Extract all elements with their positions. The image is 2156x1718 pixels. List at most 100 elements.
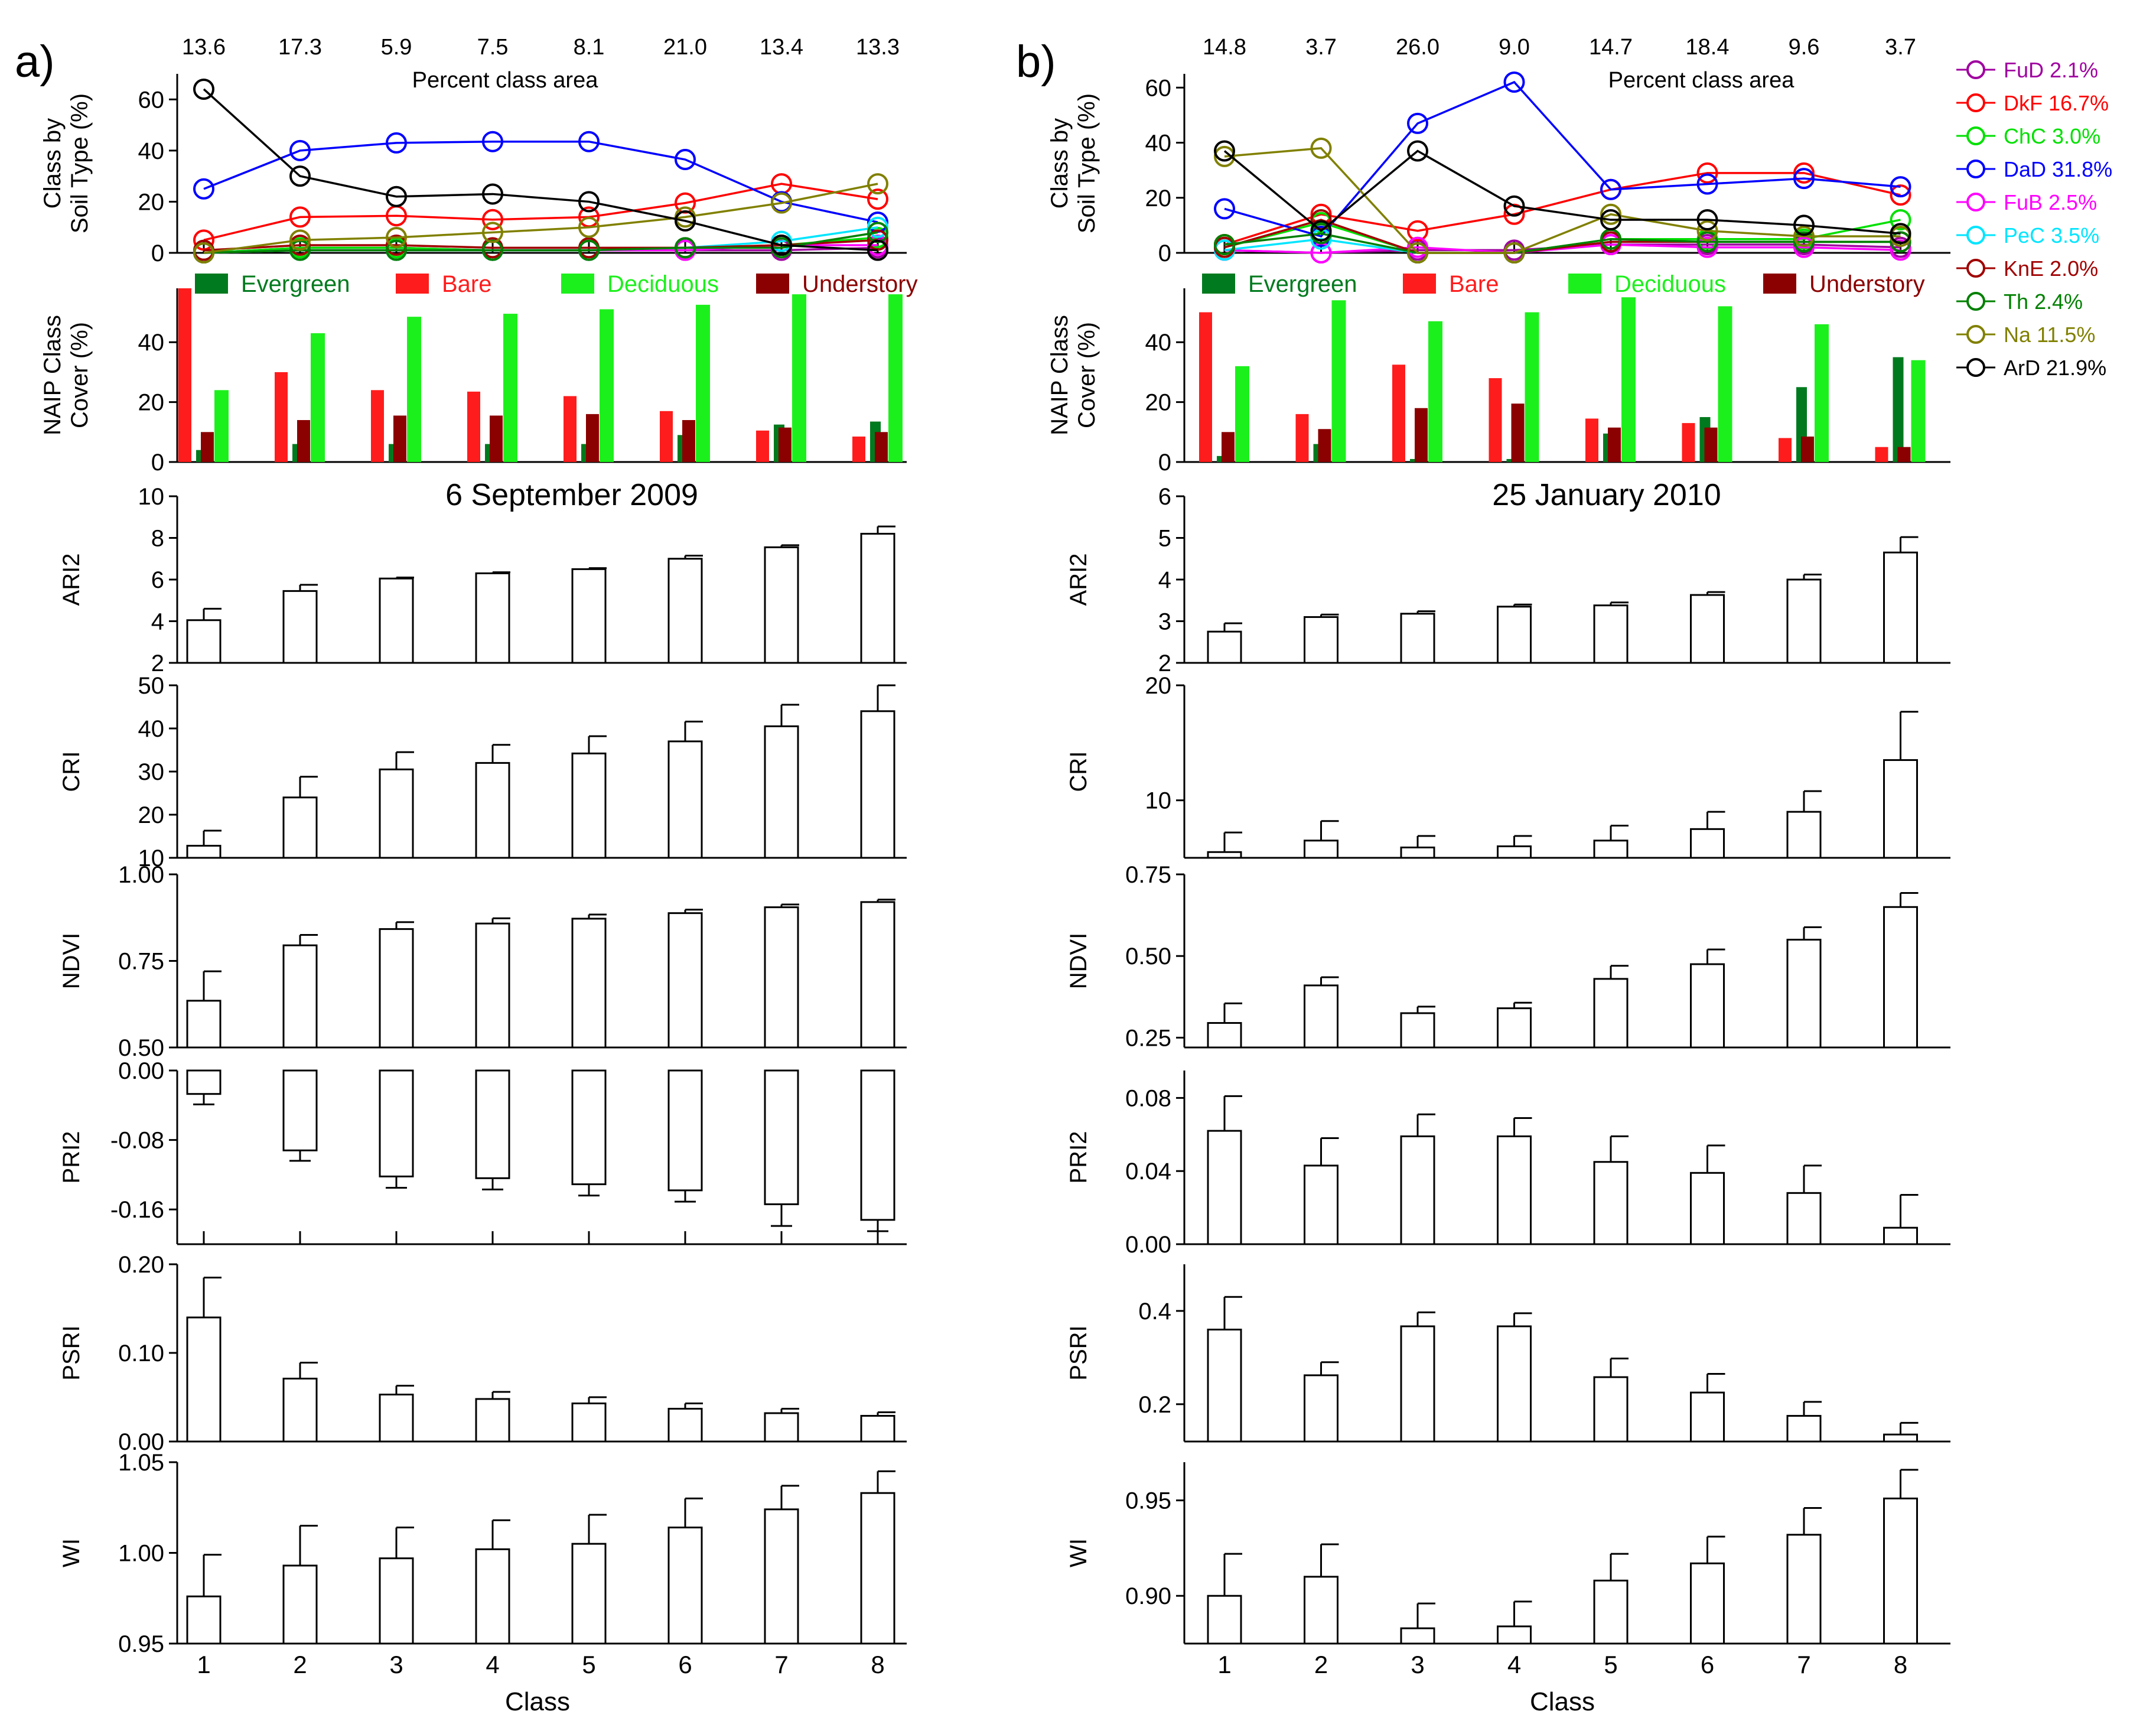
p0-soil-point-ard — [867, 239, 888, 261]
p0-cover-bar-deciduous — [311, 333, 325, 462]
panel-a-xlabel: Class — [505, 1687, 570, 1716]
p1-soil-point-na — [1793, 226, 1815, 248]
p1-wi-bar — [1786, 1534, 1822, 1645]
p1-cover-y-tick-label: 0 — [1158, 450, 1171, 476]
p0-soil-line-th — [203, 231, 878, 254]
p0-ari2-bar — [667, 558, 703, 664]
p1-soil-point-th — [1600, 228, 1621, 250]
panel-a: a) Percent class area 6 September 2009 C… — [15, 37, 698, 1716]
p0-cover-bar-bare — [756, 430, 769, 462]
p0-soil-point-dad — [578, 131, 600, 152]
p1-ari2-y-tick-label: 6 — [1158, 484, 1171, 510]
panel-b-letter: b) — [1016, 37, 1056, 87]
p0-cri-bar — [186, 845, 222, 859]
p0-ari2-y-tick-label: 2 — [151, 650, 164, 676]
p0-cri-bar — [282, 796, 318, 859]
p1-soil-point-dad — [1793, 168, 1815, 190]
p0-soil-y-label: Class bySoil Type (%) — [40, 93, 93, 233]
p0-class-tick-label: 5 — [582, 1651, 595, 1678]
p0-pri2-y-label: PRI2 — [58, 1131, 84, 1184]
p1-ndvi-bar — [1690, 963, 1725, 1049]
p0-pri2-bar — [379, 1069, 414, 1177]
p1-ari2-y-label-line: ARI2 — [1066, 554, 1092, 606]
p1-ari2-bar — [1497, 606, 1532, 664]
soil-legend-marker — [1966, 160, 1985, 178]
p0-cover-legend-label-bare: Bare — [442, 271, 492, 297]
p0-soil-point-th — [578, 239, 600, 261]
p1-class-tick-label: 4 — [1507, 1651, 1521, 1678]
p1-wi-bar — [1883, 1497, 1918, 1645]
p0-ari2-bar — [571, 568, 607, 664]
p0-wi-y-tick-label: 1.00 — [118, 1541, 164, 1567]
p1-cover-y-label: NAIP ClassCover (%) — [1047, 315, 1100, 435]
p0-psri-bar — [764, 1412, 799, 1443]
p0-soil-y-tick-label: 40 — [138, 138, 165, 164]
p0-pri2-y-tick-label: 0.00 — [118, 1058, 164, 1084]
p0-soil-point-dkf — [482, 209, 503, 230]
p0-cover-bar-bare — [852, 436, 865, 462]
p0-pri2-bar — [282, 1069, 318, 1151]
p1-soil-point-ard — [1214, 140, 1235, 162]
soil-legend-label: DkF 16.7% — [2004, 91, 2109, 115]
p1-cover-legend-swatch-evergreen — [1202, 274, 1235, 294]
p0-ndvi-bar — [186, 1000, 222, 1049]
p1-ndvi-y-label: NDVI — [1066, 933, 1092, 990]
p1-cover-legend-label-understory: Understory — [1809, 271, 1925, 297]
p1-psri-bar — [1400, 1325, 1435, 1443]
p1-cover-bar-understory — [1222, 432, 1235, 462]
p0-cover-legend-swatch-bare — [396, 274, 429, 294]
p1-soil-line-fub — [1224, 243, 1901, 254]
p1-soil-point-th — [1793, 231, 1815, 253]
soil-legend-marker — [1966, 292, 1985, 311]
p1-pct-area-value: 14.8 — [1203, 35, 1246, 60]
p1-pri2-y-label: PRI2 — [1066, 1131, 1092, 1184]
p0-soil-point-kne — [386, 235, 407, 256]
p0-pct-area-value: 13.3 — [856, 35, 900, 60]
p1-ndvi-y-tick-label: 0.25 — [1125, 1025, 1171, 1051]
p0-soil-point-na — [578, 216, 600, 238]
p0-ndvi-bar — [571, 917, 607, 1049]
soil-legend-marker — [1966, 358, 1985, 377]
p0-class-tick-label: 4 — [486, 1651, 499, 1678]
p1-wi-bar — [1593, 1579, 1629, 1645]
panel-a-date: 6 September 2009 — [445, 478, 698, 512]
p1-pct-area-value: 14.7 — [1589, 35, 1633, 60]
p1-cri-bar — [1883, 759, 1918, 859]
p0-cover-bar-bare — [660, 411, 673, 462]
panel-a-letter: a) — [15, 37, 55, 87]
p1-cover-bar-bare — [1199, 312, 1212, 462]
p0-cri-y-label-line: CRI — [58, 751, 84, 792]
p0-soil-point-ard — [675, 210, 696, 232]
p0-soil-point-dad — [386, 132, 407, 154]
p0-psri-y-label: PSRI — [58, 1325, 84, 1380]
p0-soil-point-th — [482, 239, 503, 261]
p0-cover-y-label: NAIP ClassCover (%) — [40, 315, 93, 435]
p1-pri2-bar — [1207, 1130, 1242, 1245]
p1-cover-bar-bare — [1682, 423, 1695, 462]
p0-ndvi-bar — [764, 906, 799, 1049]
p1-soil-point-dad — [1503, 71, 1525, 93]
p1-soil-point-dkf — [1793, 162, 1815, 184]
p0-soil-point-ard — [386, 186, 407, 207]
soil-legend-label: FuB 2.5% — [2004, 190, 2097, 214]
p1-ndvi-bar — [1207, 1022, 1242, 1049]
p1-cover-y-label-line: NAIP Class — [1047, 315, 1073, 435]
p1-soil-point-na — [1214, 145, 1235, 167]
p1-soil-point-ard — [1503, 195, 1525, 217]
p0-soil-point-ard — [578, 191, 600, 213]
p1-cover-bar-bare — [1295, 414, 1309, 462]
p1-wi-y-label: WI — [1066, 1538, 1092, 1567]
panel-b-xlabel: Class — [1530, 1687, 1595, 1716]
p0-cover-bar-bare — [275, 372, 288, 462]
p0-psri-y-label-line: PSRI — [58, 1325, 84, 1380]
p1-soil-point-fub — [1407, 236, 1428, 258]
soil-legend-marker — [1966, 126, 1985, 145]
p0-class-tick-label: 8 — [871, 1651, 884, 1678]
p0-soil-point-dkf — [771, 173, 792, 195]
p0-cover-bar-understory — [393, 415, 406, 462]
p1-wi-bar — [1400, 1627, 1435, 1645]
p1-cover-bar-deciduous — [1331, 300, 1346, 462]
p1-pri2-bar — [1400, 1135, 1435, 1245]
p1-pri2-bar — [1690, 1172, 1725, 1245]
p1-cri-bar — [1593, 840, 1629, 859]
